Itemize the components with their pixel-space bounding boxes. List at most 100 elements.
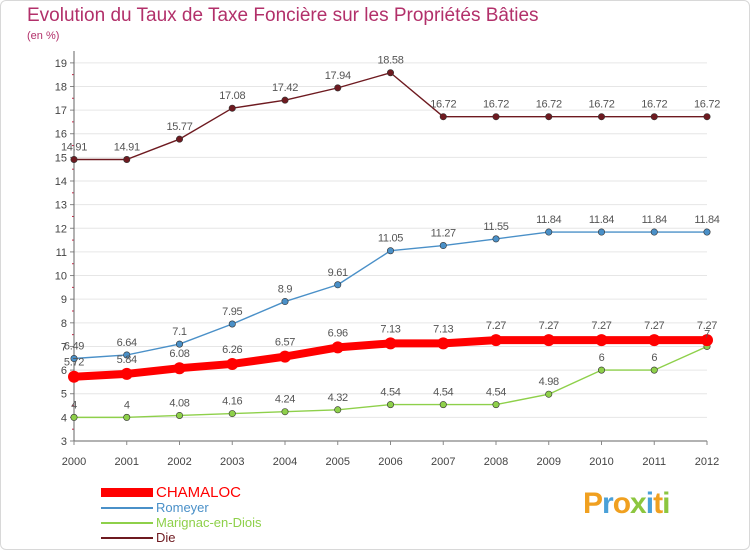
data-label-marignac-en-diois: 4.54	[380, 387, 400, 399]
data-point-romeyer	[334, 281, 342, 289]
legend-swatch-die	[101, 537, 153, 539]
legend-label-marignac-en-diois: Marignac-en-Diois	[156, 515, 262, 530]
data-label-romeyer: 11.27	[431, 228, 456, 240]
data-label-marignac-en-diois: 4.08	[169, 397, 189, 409]
data-label-die: 17.94	[325, 70, 351, 82]
data-label-marignac-en-diois: 6	[599, 352, 605, 364]
chart-subtitle: (en %)	[27, 30, 60, 42]
x-tick-label: 2001	[115, 456, 139, 468]
data-point-marignac-en-diois	[228, 410, 236, 418]
y-tick-label: 16	[55, 129, 67, 141]
data-point-marignac-en-diois	[439, 401, 447, 409]
data-label-die: 17.08	[219, 90, 245, 102]
data-point-romeyer	[281, 298, 289, 306]
data-label-romeyer: 6.49	[64, 341, 84, 353]
data-label-chamaloc: 5.84	[117, 354, 137, 366]
y-tick-label: 11	[56, 247, 67, 259]
data-label-romeyer: 9.61	[328, 267, 348, 279]
data-point-marignac-en-diois	[123, 413, 131, 421]
legend-label-die: Die	[156, 530, 176, 545]
data-label-die: 17.42	[272, 82, 298, 94]
data-point-chamaloc	[331, 341, 344, 354]
data-point-romeyer	[545, 228, 553, 236]
data-label-chamaloc: 6.96	[328, 327, 348, 339]
chart-title: Evolution du Taux de Taxe Foncière sur l…	[27, 5, 539, 26]
data-point-chamaloc	[701, 334, 713, 347]
y-tick-label: 17	[55, 105, 67, 117]
data-label-marignac-en-diois: 4.98	[539, 376, 559, 388]
data-point-marignac-en-diois	[492, 401, 500, 409]
data-point-die	[123, 155, 131, 163]
data-label-marignac-en-diois: 4.54	[486, 387, 506, 399]
data-label-die: 14.91	[61, 141, 87, 153]
series-line-die	[73, 72, 708, 161]
x-tick-label: 2008	[484, 456, 508, 468]
legend-label-chamaloc: CHAMALOC	[156, 484, 242, 501]
y-tick-label: 18	[55, 81, 67, 93]
data-label-romeyer: 8.9	[278, 284, 293, 296]
data-point-romeyer	[176, 340, 184, 348]
data-point-romeyer	[597, 228, 605, 236]
data-point-chamaloc	[437, 337, 450, 350]
data-label-die: 16.72	[588, 99, 614, 111]
data-label-die: 15.77	[166, 121, 192, 133]
y-tick-label: 10	[55, 271, 67, 283]
y-tick-label: 9	[61, 294, 67, 306]
data-point-marignac-en-diois	[650, 366, 658, 374]
data-label-romeyer: 11.84	[589, 214, 614, 226]
data-point-chamaloc	[173, 362, 186, 375]
x-tick-label: 2002	[167, 456, 191, 468]
data-label-chamaloc: 7.13	[433, 323, 453, 335]
y-tick-label: 5	[61, 389, 67, 401]
data-point-die	[281, 96, 289, 104]
legend-swatch-romeyer	[101, 507, 153, 509]
data-point-die	[334, 84, 342, 92]
data-point-marignac-en-diois	[334, 406, 342, 414]
data-label-chamaloc: 7.27	[486, 320, 506, 332]
data-point-romeyer	[492, 235, 500, 243]
data-label-die: 16.72	[536, 99, 562, 111]
y-tick-label: 3	[61, 436, 67, 448]
data-point-romeyer	[228, 320, 236, 328]
legend-label-romeyer: Romeyer	[156, 500, 209, 515]
data-label-marignac-en-diois: 4	[71, 399, 77, 411]
data-point-die	[386, 69, 394, 77]
data-point-marignac-en-diois	[597, 366, 605, 374]
y-tick-label: 12	[55, 223, 67, 235]
x-tick-label: 2005	[326, 456, 350, 468]
data-label-die: 18.58	[377, 55, 403, 67]
legend-swatch-marignac-en-diois	[101, 522, 153, 524]
x-tick-label: 2009	[537, 456, 561, 468]
x-tick-label: 2011	[642, 456, 666, 468]
data-label-die: 16.72	[430, 99, 456, 111]
data-point-die	[70, 155, 78, 163]
legend-swatch-chamaloc	[101, 488, 153, 497]
data-label-chamaloc: 6.26	[222, 344, 242, 356]
data-point-marignac-en-diois	[386, 401, 394, 409]
y-tick-label: 8	[61, 318, 67, 330]
data-label-chamaloc: 7.27	[539, 320, 559, 332]
data-point-chamaloc	[648, 334, 661, 347]
data-point-marignac-en-diois	[281, 408, 289, 416]
x-tick-label: 2006	[378, 456, 402, 468]
data-label-die: 14.91	[114, 141, 140, 153]
data-point-marignac-en-diois	[545, 390, 553, 398]
x-tick-label: 2012	[695, 456, 719, 468]
data-point-chamaloc	[226, 357, 239, 370]
data-label-marignac-en-diois: 4.32	[328, 392, 348, 404]
data-label-chamaloc: 7.13	[380, 323, 400, 335]
x-tick-label: 2007	[431, 456, 455, 468]
data-point-romeyer	[123, 351, 131, 359]
data-point-die	[650, 113, 658, 121]
x-tick-label: 2004	[273, 456, 297, 468]
data-point-marignac-en-diois	[70, 413, 78, 421]
data-point-chamaloc	[68, 370, 80, 383]
data-point-chamaloc	[490, 334, 502, 347]
data-point-chamaloc	[595, 334, 608, 347]
data-label-romeyer: 6.64	[117, 337, 137, 349]
data-label-chamaloc: 6.08	[169, 348, 189, 360]
data-label-marignac-en-diois: 4.54	[433, 387, 453, 399]
data-point-die	[545, 113, 553, 121]
brand-logo: Proxiti	[583, 487, 670, 520]
